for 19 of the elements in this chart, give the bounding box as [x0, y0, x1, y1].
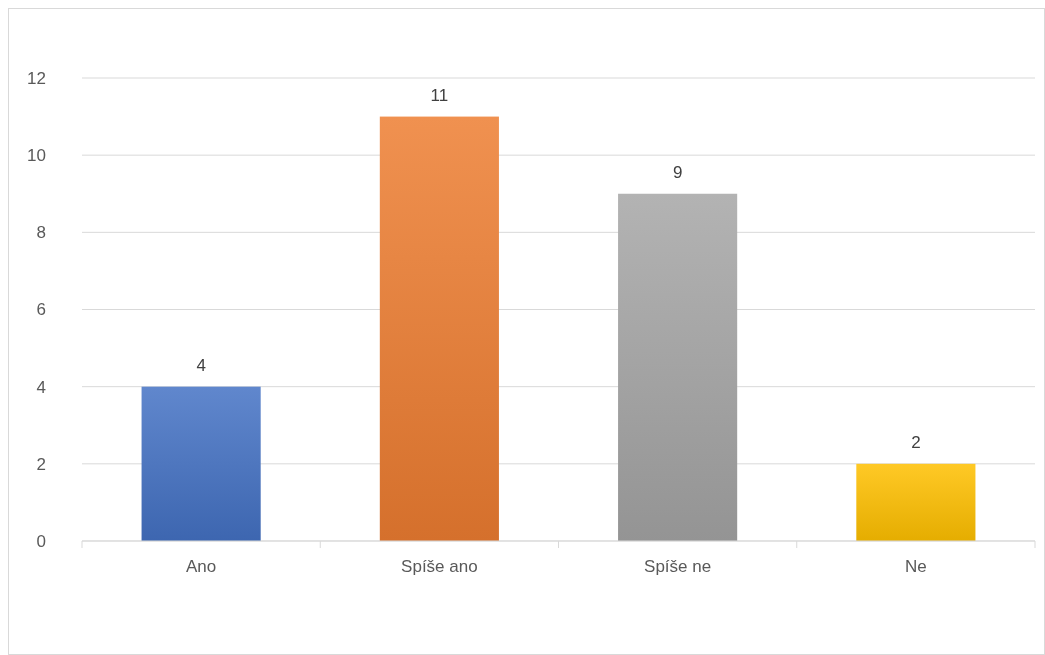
data-label: 4 — [196, 355, 206, 375]
y-tick-label: 6 — [36, 300, 46, 320]
x-tick-label: Spíše ano — [401, 557, 478, 576]
y-tick-label: 8 — [36, 223, 46, 243]
y-tick-label: 12 — [27, 68, 46, 88]
bar — [856, 463, 976, 541]
data-label: 9 — [672, 162, 683, 182]
x-tick-label: Ne — [905, 557, 927, 576]
bar — [618, 193, 738, 541]
data-label: 2 — [911, 432, 921, 452]
bar — [141, 386, 261, 541]
y-tick-label: 4 — [36, 377, 46, 397]
bar — [379, 116, 499, 541]
x-tick-label: Spíše ne — [644, 557, 712, 576]
y-tick-label: 2 — [36, 454, 46, 474]
x-tick-label: Ano — [186, 557, 217, 576]
data-label: 11 — [430, 85, 449, 105]
y-tick-label: 10 — [27, 146, 46, 166]
y-tick-label: 0 — [36, 531, 46, 551]
